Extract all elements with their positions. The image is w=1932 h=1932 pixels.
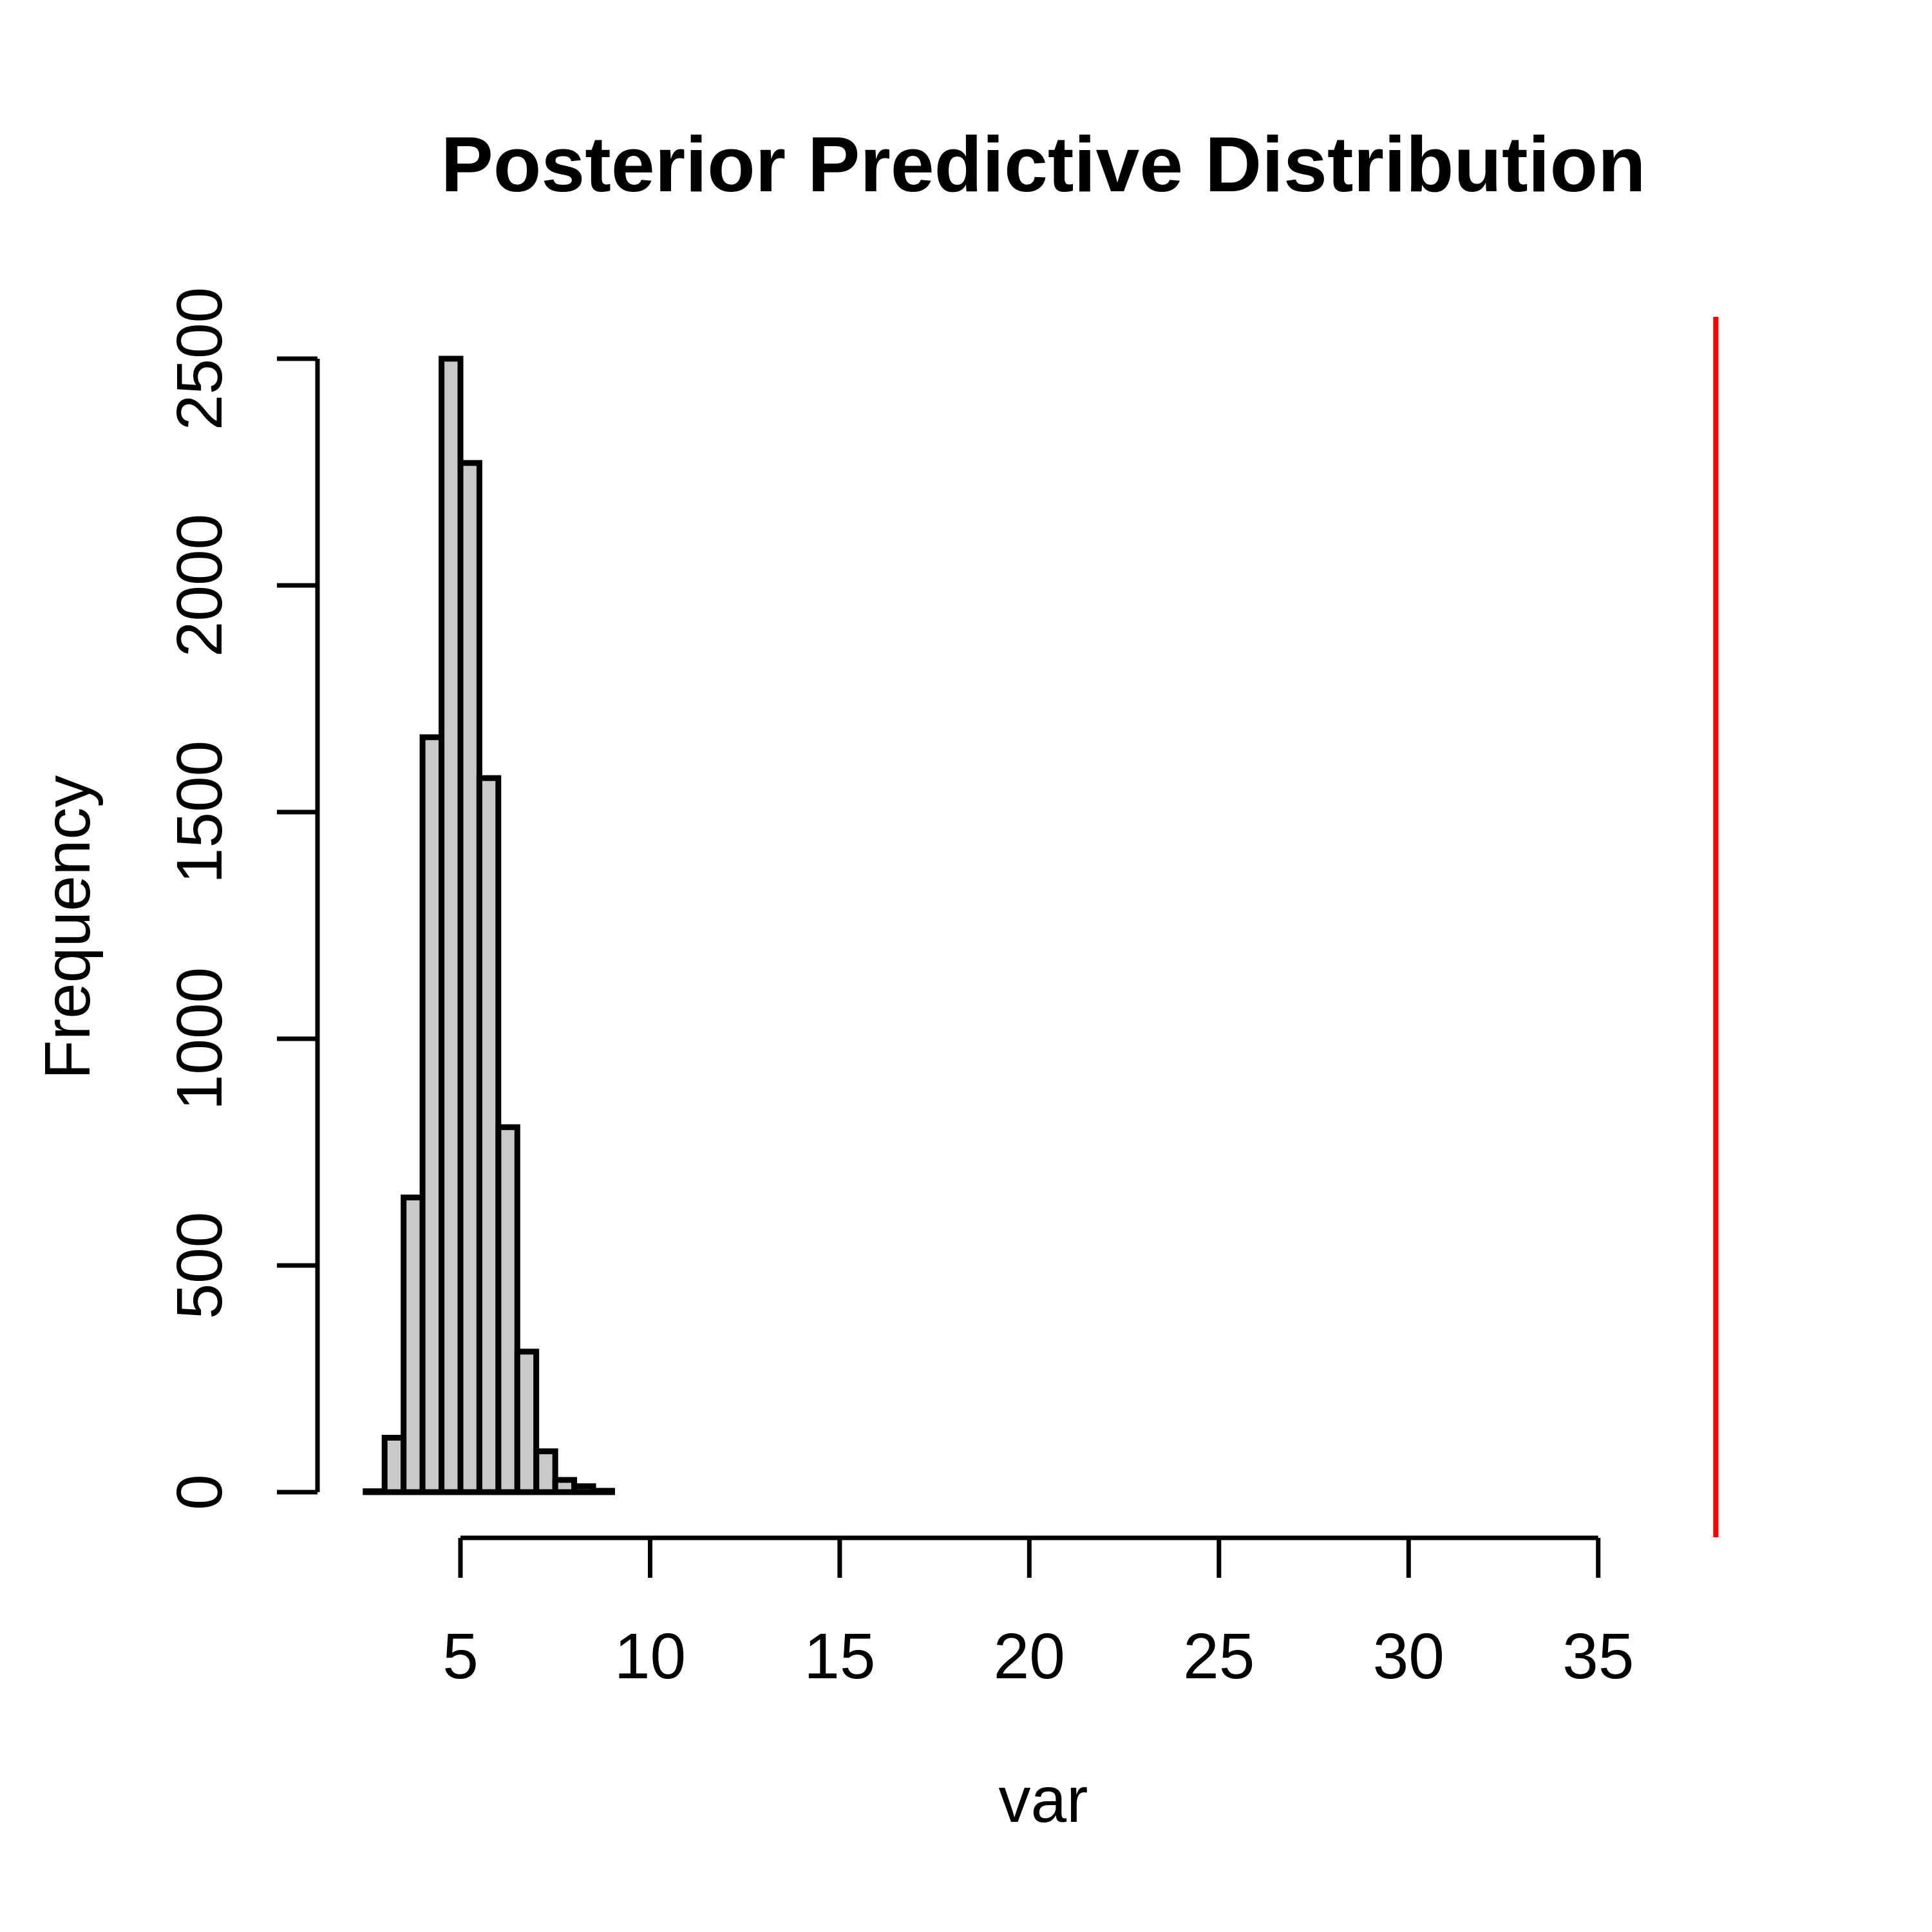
y-axis-label: Frequency — [32, 775, 104, 1079]
x-tick-label: 30 — [1373, 1620, 1444, 1692]
histogram-bar — [552, 1477, 578, 1495]
x-tick-label: 5 — [442, 1620, 478, 1692]
x-tick-label: 25 — [1183, 1620, 1255, 1692]
x-tick-label: 35 — [1562, 1620, 1634, 1692]
histogram-bar — [533, 1448, 558, 1495]
histogram-bar — [495, 1124, 520, 1495]
x-tick-label: 20 — [994, 1620, 1065, 1692]
x-tick-label: 10 — [614, 1620, 686, 1692]
histogram-bars — [363, 355, 615, 1495]
y-axis: 0 500 1000 1500 2000 2500 — [164, 287, 320, 1510]
histogram-bar — [419, 734, 444, 1495]
histogram-bar — [476, 775, 502, 1495]
histogram-bar — [381, 1435, 407, 1495]
histogram-bar — [439, 355, 464, 1495]
x-tick-label: 15 — [804, 1620, 875, 1692]
y-tick-label: 1500 — [164, 741, 236, 884]
y-tick-label: 1000 — [164, 967, 236, 1110]
histogram-bar — [514, 1349, 540, 1495]
chart-title: Posterior Predictive Distribution — [440, 120, 1645, 208]
y-tick-label: 2500 — [164, 287, 236, 430]
y-tick-label: 2000 — [164, 514, 236, 657]
y-tick-label: 0 — [164, 1474, 236, 1510]
x-axis: 5 10 15 20 25 30 35 — [442, 1535, 1634, 1692]
y-tick-label: 500 — [164, 1212, 236, 1320]
x-axis-label: var — [999, 1764, 1088, 1836]
histogram-bar — [590, 1488, 615, 1495]
